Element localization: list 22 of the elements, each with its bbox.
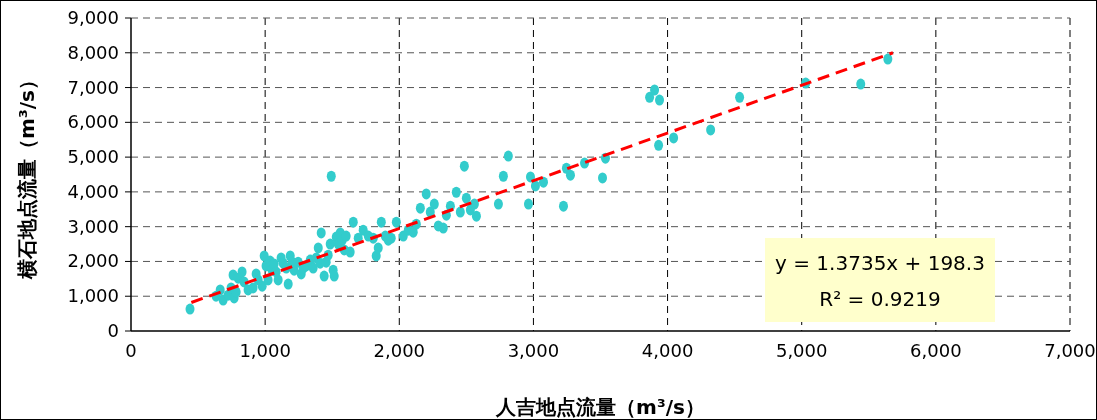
x-tick-label: 0 — [125, 340, 137, 361]
x-axis-title: 人吉地点流量（m³/s） — [495, 395, 705, 419]
annotation: R² = 0.9219 — [819, 287, 941, 311]
x-tick-label: 3,000 — [507, 340, 560, 361]
y-axis-title: 横石地点流量（m³/s） — [15, 70, 39, 280]
x-tick-label: 2,000 — [373, 340, 426, 361]
y-tick-label: 7,000 — [67, 76, 119, 98]
x-tick-label: 4,000 — [641, 340, 694, 361]
annotation: y = 1.3735x + 198.3 — [775, 251, 985, 275]
x-tick-label: 1,000 — [239, 340, 291, 361]
y-tick-label: 8,000 — [67, 41, 119, 63]
y-tick-label: 0 — [107, 320, 119, 341]
x-tick-label: 5,000 — [775, 340, 828, 361]
x-tick-label: 7,000 — [1044, 340, 1096, 361]
y-tick-label: 4,000 — [67, 180, 119, 202]
y-tick-label: 2,000 — [67, 250, 119, 272]
y-tick-label: 1,000 — [67, 285, 119, 307]
x-tick-label: 6,000 — [910, 340, 962, 361]
y-tick-label: 3,000 — [67, 215, 119, 237]
y-tick-label: 9,000 — [67, 7, 119, 28]
y-tick-label: 6,000 — [67, 111, 119, 133]
y-tick-label: 5,000 — [67, 146, 119, 168]
